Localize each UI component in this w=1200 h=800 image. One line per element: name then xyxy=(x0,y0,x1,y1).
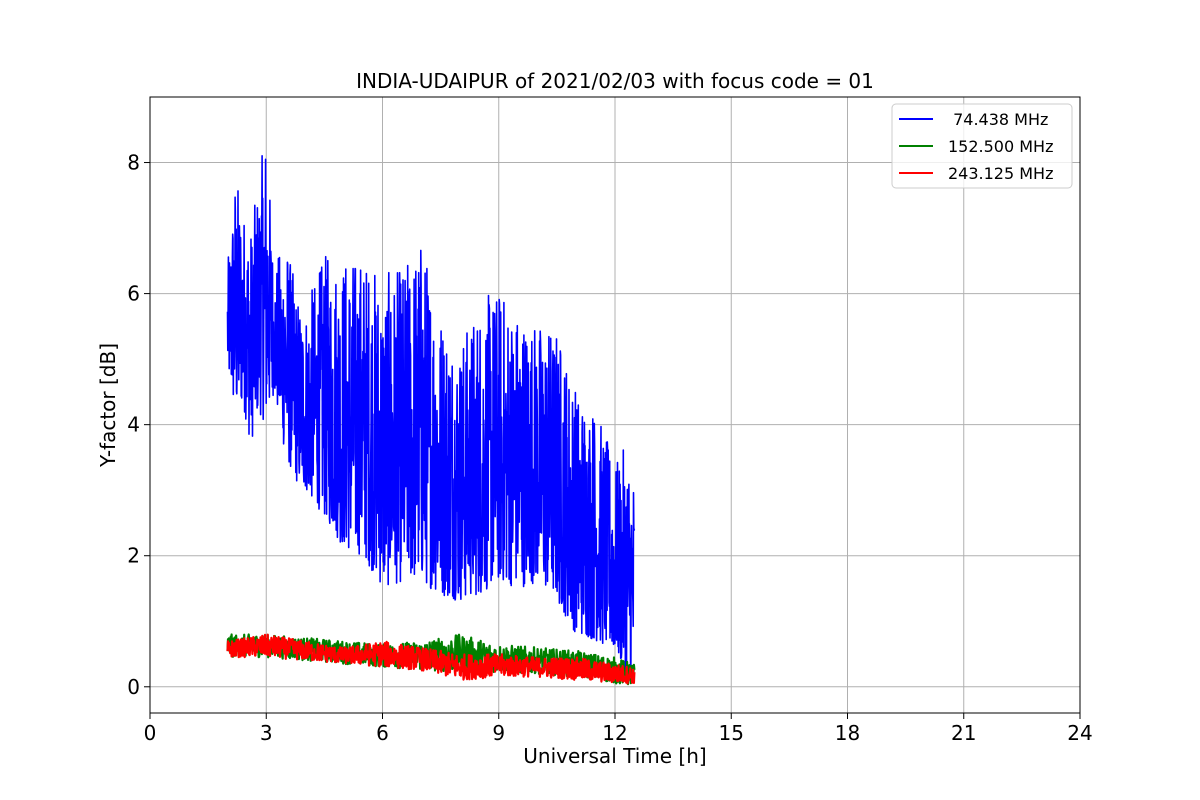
y-tick-label: 0 xyxy=(127,675,140,699)
series-243mhz-line xyxy=(226,633,636,685)
x-axis-label: Universal Time [h] xyxy=(523,744,706,768)
legend-entry-74mhz-label: 74.438 MHz xyxy=(948,110,1048,129)
x-tick-label: 3 xyxy=(260,721,273,745)
x-tick-label: 0 xyxy=(144,721,157,745)
legend-entry-243mhz-label: 243.125 MHz xyxy=(948,164,1053,183)
x-tick-label: 18 xyxy=(835,721,860,745)
y-tick-label: 2 xyxy=(127,544,140,568)
x-tick-label: 15 xyxy=(719,721,744,745)
x-tick-label: 12 xyxy=(602,721,627,745)
y-tick-label: 8 xyxy=(127,151,140,175)
y-axis-label: Y-factor [dB] xyxy=(96,343,120,468)
series-layer xyxy=(226,155,636,686)
series-74mhz-line xyxy=(226,155,636,677)
x-tick-label: 9 xyxy=(492,721,505,745)
legend-entries: 74.438 MHz 152.500 MHz 243.125 MHz xyxy=(899,110,1053,183)
legend-entry-152mhz-label: 152.500 MHz xyxy=(948,137,1053,156)
x-tick-label: 21 xyxy=(951,721,976,745)
chart-title: INDIA-UDAIPUR of 2021/02/03 with focus c… xyxy=(356,69,874,93)
y-tick-label: 6 xyxy=(127,282,140,306)
x-tick-label: 6 xyxy=(376,721,389,745)
x-tick-label: 24 xyxy=(1067,721,1092,745)
y-tick-label: 4 xyxy=(127,413,140,437)
legend: 74.438 MHz 152.500 MHz 243.125 MHz xyxy=(891,103,1073,189)
legend-box xyxy=(891,103,1073,189)
